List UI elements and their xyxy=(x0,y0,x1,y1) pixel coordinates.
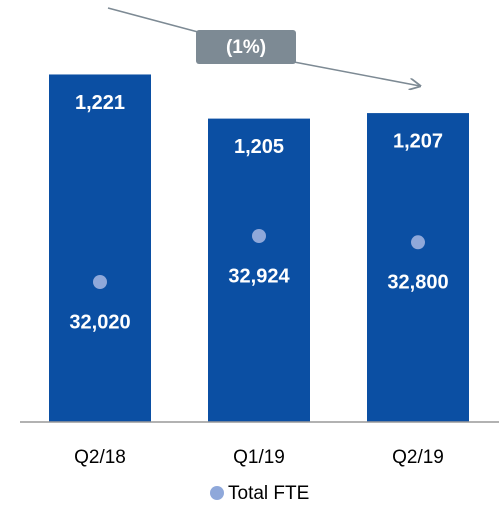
annotation-box xyxy=(196,30,296,64)
data-label: 1,207 xyxy=(393,130,443,152)
data-label: 32,800 xyxy=(387,272,448,294)
trend-arrow xyxy=(293,61,420,86)
legend-label: Total FTE xyxy=(228,483,309,504)
data-label: 1,221 xyxy=(75,92,125,114)
data-label: 32,924 xyxy=(228,265,290,287)
x-tick-label: Q2/18 xyxy=(74,447,126,468)
data-label: 32,020 xyxy=(69,311,130,333)
annotation: (1%) xyxy=(226,37,266,58)
x-tick-label: Q1/19 xyxy=(233,447,285,468)
bar xyxy=(367,113,469,423)
dot xyxy=(252,228,266,243)
bar xyxy=(208,118,310,422)
dot xyxy=(93,275,107,290)
legend-marker xyxy=(210,486,224,500)
dot xyxy=(411,235,425,250)
data-label: 1,205 xyxy=(234,136,284,158)
x-tick-label: Q2/19 xyxy=(392,447,444,468)
trend-arrow xyxy=(107,7,199,33)
bar xyxy=(49,74,151,423)
